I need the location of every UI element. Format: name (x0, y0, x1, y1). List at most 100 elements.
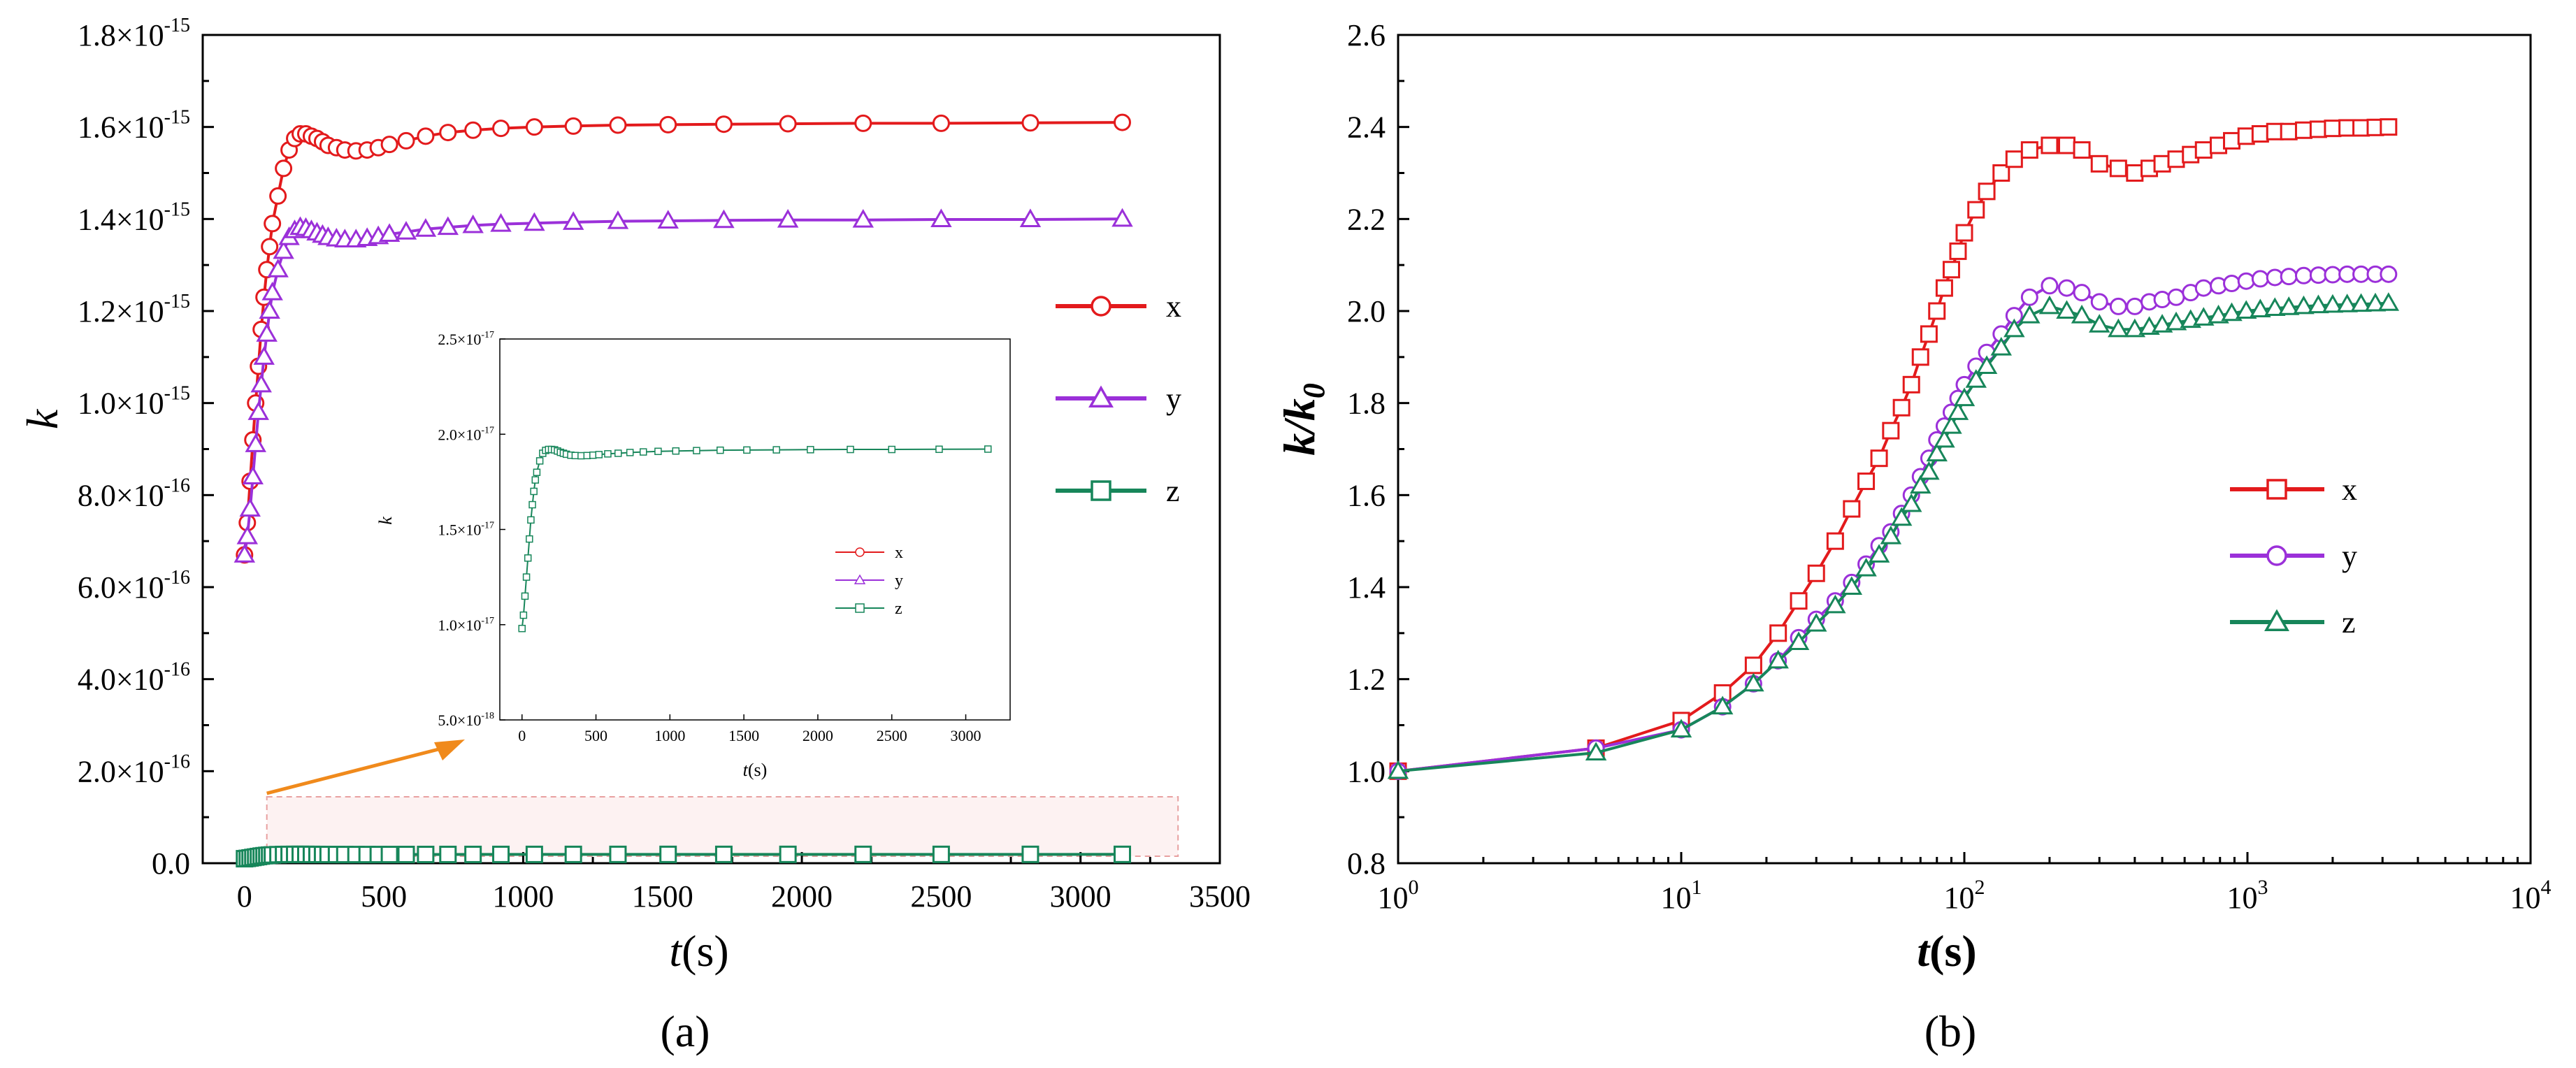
panel-b-x-tick-label: 100 (1378, 876, 1419, 915)
panel-b-series-z-point (2038, 295, 2061, 315)
panel-a-series-z-point (464, 845, 482, 863)
panel-b-series-z-point (1711, 695, 1734, 715)
panel-a-series-z-point (1113, 845, 1131, 863)
panel-b-series-y-point (2057, 279, 2075, 297)
panel-b-y-tick-label: 2.2 (1347, 202, 1386, 236)
panel-b-series-y-point (2237, 272, 2255, 290)
panel-b-series-x-point (1992, 164, 2010, 182)
legend-marker (1091, 480, 1111, 501)
panel-b-series-x-point (1920, 325, 1938, 343)
inset-legend: xyz (835, 544, 903, 618)
panel-a-series-y-point (273, 240, 294, 259)
panel-a-x-tick-label: 1500 (632, 879, 693, 914)
panel-b-series-z-point (2019, 304, 2041, 324)
legend-label: x (2342, 472, 2357, 507)
panel-b-y-tick-label: 2.0 (1347, 294, 1386, 329)
panel-a-series-y (233, 208, 1133, 563)
inset-legend-label: z (895, 600, 902, 618)
panel-a-x-axis-label: t(s) (669, 926, 728, 976)
panel-a-series-x-point (564, 117, 582, 135)
panel-a-series-y-point (852, 208, 874, 228)
panel-a-series-x-point (609, 116, 627, 134)
panel-a-series-y-point (657, 210, 679, 229)
panel-a-series-y-point (245, 433, 266, 452)
panel-b-series-z-point (2308, 294, 2329, 314)
inset-series-z-point (533, 468, 541, 476)
inset-x-tick-label: 3000 (951, 727, 981, 744)
panel-b-series-z-point (2336, 294, 2358, 312)
panel-a-series-y-point (256, 323, 278, 342)
panel-b-series-x-point (1949, 242, 1967, 260)
panel-b-series-x-point (2380, 118, 2398, 136)
inset-y-tick-label: 1.5×10-17 (438, 521, 494, 539)
panel-b-series-z-point (2108, 318, 2129, 338)
panel-a-y-tick-label: 0.0 (152, 846, 190, 881)
panel-b-series-x-point (2167, 150, 2185, 168)
panel-a-series-x (236, 113, 1131, 564)
panel-b-series-z-point (2350, 293, 2372, 312)
panel-b-series-y-point (2109, 297, 2127, 315)
inset-series-z-point (595, 451, 603, 459)
panel-b-series-z-point (1918, 461, 1940, 480)
panel-a-series-z-point (397, 846, 415, 864)
panel-b-series-x-point (1928, 302, 1946, 320)
inset-series-z-point (672, 447, 680, 455)
panel-b-series-z-point (2165, 311, 2187, 331)
panel-b-series-x-point (2280, 122, 2298, 140)
panel-a-series-z-point (564, 845, 582, 863)
legend-marker (2264, 609, 2289, 631)
panel-b-series-y-point (2194, 279, 2212, 297)
inset-series-z-point (518, 624, 526, 633)
panel-a-y-tick-label: 1.8×10-15 (78, 15, 190, 52)
panel-a-series-y-point (253, 346, 275, 365)
panel-a-series-x-point (269, 187, 287, 205)
inset-legend-marker (855, 603, 865, 613)
panel-a-x-tick-label: 3500 (1189, 879, 1251, 914)
panel-a-series-x-point (397, 131, 415, 150)
panel-a-series-z-point (380, 846, 398, 864)
panel-a-series-y-point (239, 498, 261, 517)
panel-a-series-x-point (659, 115, 677, 134)
panel-b-series-z-point (2151, 314, 2173, 333)
panel-b-series-x-point (2057, 136, 2075, 154)
panel-a-label: (a) (660, 1006, 710, 1056)
panel-b-series-x-point (1911, 348, 1929, 366)
panel-b-series-z-point (1805, 612, 1827, 632)
panel-b-series-x-point (1978, 182, 1996, 201)
legend-marker (1088, 385, 1114, 407)
inset-series-z-point (604, 450, 612, 458)
panel-b-series-y-point (2073, 284, 2091, 302)
inset-series-z-point (654, 447, 662, 456)
inset-series (518, 445, 992, 633)
panel-b-series-x-point (1843, 500, 1861, 518)
panel-a-series-z-point (779, 845, 797, 863)
panel-b-series-z-point (1767, 649, 1789, 669)
panel-a-series-y-point (524, 212, 545, 231)
inset-series-z-point (527, 516, 535, 524)
panel-b-series-x-point (1892, 398, 1911, 417)
panel-a-series-x-point (464, 121, 482, 139)
inset-plot-frame (499, 338, 1011, 721)
zoom-arrow-head (434, 739, 465, 760)
panel-a-series-y-point (462, 214, 484, 233)
panel-b-series (1387, 118, 2400, 780)
panel-b-series-z-point (1670, 719, 1692, 738)
panel-b-x-tick-label: 102 (1944, 876, 1985, 915)
panel-a-y-tick-label: 1.2×10-15 (78, 291, 190, 329)
panel-b-series-z-point (2322, 294, 2344, 313)
panel-b-y-tick-label: 1.4 (1347, 570, 1386, 605)
panel-b-series-z (1387, 292, 2400, 779)
panel-b-series-z-point (1585, 742, 1607, 760)
panel-b-series-x-point (1935, 279, 1953, 297)
inset-series-z-point (530, 487, 538, 496)
inset-series-z-point (531, 476, 540, 484)
panel-b-series-x-point (2194, 141, 2212, 159)
panel-a-x-tick-label: 2500 (910, 879, 972, 914)
panel-a-y-tick-label: 1.0×10-15 (78, 383, 190, 421)
inset-series-z-point (535, 457, 544, 465)
panel-a-series-x-point (525, 118, 543, 136)
panel-a-series-y-point (242, 466, 264, 484)
panel-b-y-tick-label: 2.6 (1347, 18, 1386, 52)
panel-b-series-x-point (1942, 261, 1960, 279)
inset-series-z-point (626, 449, 634, 456)
